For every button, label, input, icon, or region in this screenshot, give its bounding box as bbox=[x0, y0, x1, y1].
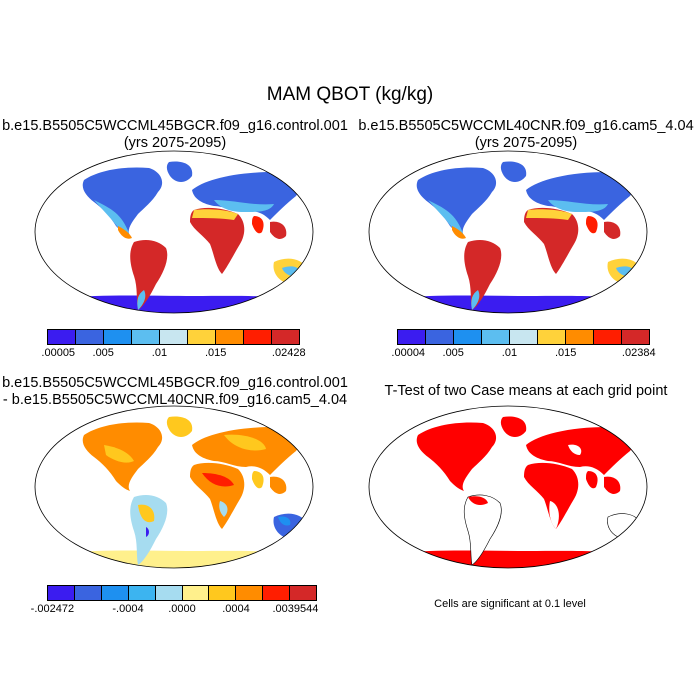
figure-title: MAM QBOT (kg/kg) bbox=[266, 84, 434, 105]
colorbar-swatch bbox=[482, 330, 510, 344]
colorbar-swatch bbox=[538, 330, 566, 344]
colorbar-swatch bbox=[263, 586, 291, 600]
colorbar-swatch bbox=[454, 330, 482, 344]
map-bottom-left bbox=[34, 405, 314, 569]
map-top-left bbox=[34, 150, 314, 314]
colorbar-swatch bbox=[128, 586, 156, 600]
colorbar-swatch bbox=[398, 330, 426, 344]
panel-title-bottom-left: b.e15.B5505C5WCCML45BGCR.f09_g16.control… bbox=[0, 375, 350, 409]
colorbar-label: .02384 bbox=[621, 347, 656, 359]
colorbar-label: .02428 bbox=[271, 347, 306, 359]
colorbar-label: .015 bbox=[204, 347, 227, 359]
colorbar-swatch bbox=[510, 330, 538, 344]
colorbar-swatch bbox=[426, 330, 454, 344]
colorbar-swatch bbox=[48, 586, 75, 600]
colorbar-label: .0004 bbox=[222, 603, 250, 615]
panel-title-line2: (yrs 2075-2095) bbox=[474, 135, 578, 151]
panel-title-line1: b.e15.B5505C5WCCML45BGCR.f09_g16.control… bbox=[2, 375, 348, 391]
colorbar-label: .015 bbox=[554, 347, 577, 359]
panel-title-bottom-right: T-Test of two Case means at each grid po… bbox=[384, 383, 668, 399]
panel-title-top-right: b.e15.B5505C5WCCML40CNR.f09_g16.cam5_4.0… bbox=[352, 118, 700, 152]
colorbar-swatch bbox=[48, 330, 76, 344]
colorbar-swatch bbox=[290, 586, 317, 600]
colorbar-label: .0039544 bbox=[272, 603, 319, 615]
colorbar-top-left bbox=[47, 329, 300, 345]
map-top-right bbox=[368, 150, 648, 314]
significance-note: Cells are significant at 0.1 level bbox=[434, 598, 586, 610]
colorbar-label: .0000 bbox=[168, 603, 196, 615]
colorbar-swatch bbox=[594, 330, 622, 344]
colorbar-swatch bbox=[101, 586, 129, 600]
colorbar-swatch bbox=[622, 330, 649, 344]
colorbar-label: .00005 bbox=[41, 347, 76, 359]
colorbar-swatch bbox=[132, 330, 160, 344]
colorbar-swatch bbox=[155, 586, 183, 600]
panel-title-line1: b.e15.B5505C5WCCML45BGCR.f09_g16.control… bbox=[2, 118, 348, 134]
colorbar-label: .005 bbox=[92, 347, 114, 359]
colorbar-label: .01 bbox=[151, 347, 168, 359]
colorbar-swatch bbox=[104, 330, 132, 344]
colorbar-label: .005 bbox=[442, 347, 464, 359]
colorbar-swatch bbox=[244, 330, 272, 344]
colorbar-swatch bbox=[209, 586, 237, 600]
panel-title-line2: (yrs 2075-2095) bbox=[123, 135, 227, 151]
map-bottom-right bbox=[368, 405, 648, 569]
colorbar-top-right bbox=[397, 329, 650, 345]
colorbar-swatch bbox=[236, 586, 264, 600]
panel-title-top-left: b.e15.B5505C5WCCML45BGCR.f09_g16.control… bbox=[0, 118, 350, 152]
colorbar-swatch bbox=[216, 330, 244, 344]
colorbar-swatch bbox=[160, 330, 188, 344]
colorbar-label: .00004 bbox=[391, 347, 426, 359]
colorbar-label: -.0004 bbox=[112, 603, 144, 615]
panel-title-line2: - b.e15.B5505C5WCCML40CNR.f09_g16.cam5_4… bbox=[2, 392, 348, 408]
colorbar-swatch bbox=[74, 586, 102, 600]
colorbar-swatch bbox=[188, 330, 216, 344]
colorbar-swatch bbox=[182, 586, 210, 600]
colorbar-swatch bbox=[76, 330, 104, 344]
panel-title-line1: b.e15.B5505C5WCCML40CNR.f09_g16.cam5_4.0… bbox=[358, 118, 694, 134]
colorbar-swatch bbox=[272, 330, 299, 344]
colorbar-swatch bbox=[566, 330, 594, 344]
colorbar-label: -.002472 bbox=[30, 603, 75, 615]
colorbar-label: .01 bbox=[501, 347, 518, 359]
colorbar-bottom-left bbox=[47, 585, 317, 601]
